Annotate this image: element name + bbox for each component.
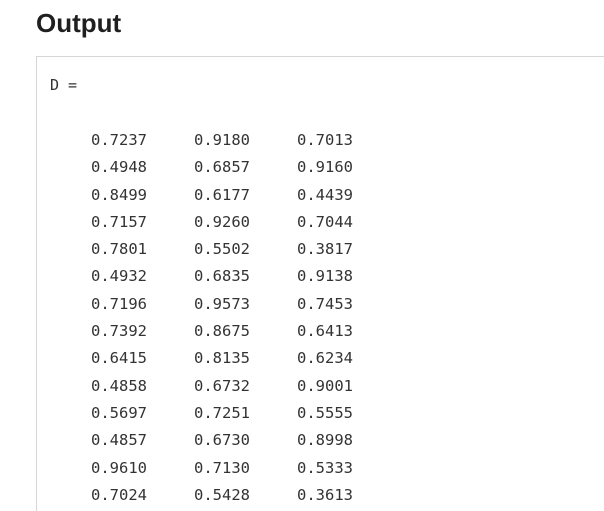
matrix-row: 0.4948 0.6857 0.9160 (91, 154, 400, 181)
matrix-row: 0.7237 0.9180 0.7013 (91, 127, 400, 154)
matrix-cell: 0.6857 (194, 158, 250, 177)
matrix-cell: 0.4857 (91, 431, 147, 450)
matrix-cell: 0.5697 (91, 403, 147, 422)
matrix-cell: 0.5333 (297, 458, 353, 477)
matrix-cell: 0.9160 (297, 158, 353, 177)
matrix-row: 0.4857 0.6730 0.8998 (91, 427, 400, 454)
output-panel: D = 0.7237 0.9180 0.7013 0.4948 0.6857 0.9160… (36, 56, 604, 511)
matrix-cell: 0.9180 (194, 131, 250, 149)
matrix-cell: 0.8135 (194, 349, 250, 368)
matrix-cell: 0.3613 (297, 485, 353, 504)
matrix-row: 0.8499 0.6177 0.4439 (91, 182, 400, 209)
matrix-cell: 0.6835 (194, 267, 250, 286)
matrix-row: 0.6415 0.8135 0.6234 (91, 345, 400, 372)
matrix-cell: 0.6732 (194, 376, 250, 395)
matrix-cell: 0.4439 (297, 185, 353, 204)
matrix-cell: 0.6413 (297, 322, 353, 341)
matrix-row: 0.9610 0.7130 0.5333 (91, 455, 400, 482)
matrix-row: 0.4858 0.6732 0.9001 (91, 373, 400, 400)
output-heading: Output (36, 8, 122, 38)
matrix-cell: 0.6415 (91, 349, 147, 368)
matrix-cell: 0.8998 (297, 431, 353, 450)
matrix-cell: 0.4932 (91, 267, 147, 286)
matrix-cell: 0.7130 (194, 458, 250, 477)
matrix-cell: 0.7453 (297, 294, 353, 313)
matrix-cell: 0.9260 (194, 212, 250, 231)
matrix-cell: 0.7157 (91, 212, 147, 231)
matrix-row: 0.4932 0.6835 0.9138 (91, 263, 400, 290)
matrix-cell: 0.8499 (91, 185, 147, 204)
matrix-row: 0.7392 0.8675 0.6413 (91, 318, 400, 345)
matrix-row: 0.7196 0.9573 0.7453 (91, 291, 400, 318)
matrix-cell: 0.6177 (194, 185, 250, 204)
matrix-cell: 0.3817 (297, 240, 353, 259)
matrix-cell: 0.5428 (194, 485, 250, 504)
matrix-cell: 0.4858 (91, 376, 147, 395)
matrix-row: 0.5697 0.7251 0.5555 (91, 400, 400, 427)
matrix-cell: 0.9138 (297, 267, 353, 286)
matrix-cell: 0.5555 (297, 403, 353, 422)
matrix-row: 0.7801 0.5502 0.3817 (91, 236, 400, 263)
matrix-cell: 0.9001 (297, 376, 353, 395)
matrix-values: 0.7237 0.9180 0.7013 0.4948 0.6857 0.9160 0.84… (91, 127, 400, 509)
matrix-cell: 0.7237 (91, 131, 147, 149)
matrix-cell: 0.7013 (297, 131, 353, 149)
matrix-cell: 0.9610 (91, 458, 147, 477)
matrix-cell: 0.7024 (91, 485, 147, 504)
matrix-row: 0.7157 0.9260 0.7044 (91, 209, 400, 236)
matrix-cell: 0.7801 (91, 240, 147, 259)
matrix-cell: 0.7196 (91, 294, 147, 313)
matrix-cell: 0.4948 (91, 158, 147, 177)
matrix-cell: 0.6234 (297, 349, 353, 368)
matrix-cell: 0.5502 (194, 240, 250, 259)
variable-name-line: D = (50, 76, 78, 94)
matrix-row: 0.7024 0.5428 0.3613 (91, 482, 400, 509)
matrix-cell: 0.6730 (194, 431, 250, 450)
matrix-cell: 0.9573 (194, 294, 250, 313)
matrix-cell: 0.7251 (194, 403, 250, 422)
matrix-cell: 0.8675 (194, 322, 250, 341)
matrix-cell: 0.7044 (297, 212, 353, 231)
matrix-cell: 0.7392 (91, 322, 147, 341)
